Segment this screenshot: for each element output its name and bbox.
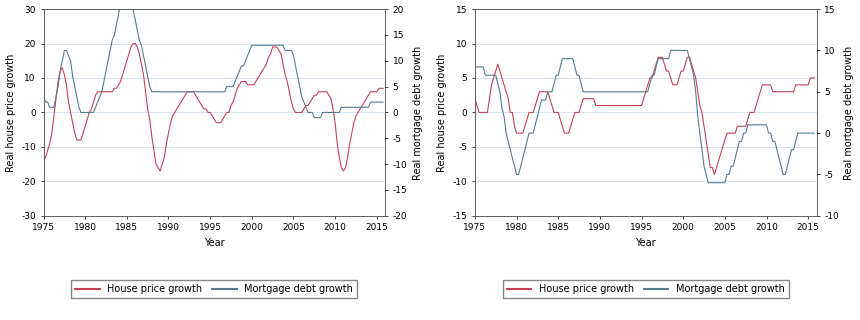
House price growth [736,124,746,128]
Mortgage debt growth [90,105,101,109]
Line: House price growth: House price growth [44,44,383,171]
Mortgage debt growth [303,110,313,114]
X-axis label: Year: Year [636,238,656,248]
Mortgage debt growth [809,131,820,135]
House price growth [710,172,720,176]
Mortgage debt growth [736,140,746,143]
Mortgage debt growth [39,95,49,99]
Line: Mortgage debt growth: Mortgage debt growth [44,0,383,118]
Line: House price growth: House price growth [475,57,814,174]
House price growth [90,93,101,97]
Y-axis label: Real mortgage debt growth: Real mortgage debt growth [413,45,423,180]
House price growth [128,42,138,45]
House price growth [470,97,480,100]
House price growth [722,131,732,135]
Legend: House price growth, Mortgage debt growth: House price growth, Mortgage debt growth [503,280,789,298]
Mortgage debt growth [288,54,298,58]
Mortgage debt growth [178,90,188,94]
House price growth [653,55,663,59]
Mortgage debt growth [378,100,388,104]
House price growth [291,110,301,114]
House price growth [155,169,165,173]
House price growth [796,83,807,87]
House price growth [522,117,532,121]
Y-axis label: Real house price growth: Real house price growth [437,53,447,172]
Mortgage debt growth [703,181,713,185]
Mortgage debt growth [522,140,532,143]
House price growth [366,90,376,94]
Mortgage debt growth [722,172,732,176]
Mortgage debt growth [666,49,676,52]
Line: Mortgage debt growth: Mortgage debt growth [475,51,814,183]
House price growth [305,100,316,104]
Y-axis label: Real mortgage debt growth: Real mortgage debt growth [845,45,855,180]
Mortgage debt growth [203,90,213,94]
House price growth [378,86,388,90]
House price growth [205,110,215,114]
Mortgage debt growth [607,90,617,94]
Mortgage debt growth [309,116,319,120]
House price growth [607,104,617,108]
House price growth [809,76,820,80]
Mortgage debt growth [366,100,376,104]
Mortgage debt growth [796,131,807,135]
House price growth [632,104,642,108]
Legend: House price growth, Mortgage debt growth: House price growth, Mortgage debt growth [71,280,357,298]
Y-axis label: Real house price growth: Real house price growth [5,53,15,172]
House price growth [39,159,49,163]
X-axis label: Year: Year [204,238,224,248]
House price growth [180,93,190,97]
Mortgage debt growth [470,65,480,69]
Mortgage debt growth [632,90,642,94]
